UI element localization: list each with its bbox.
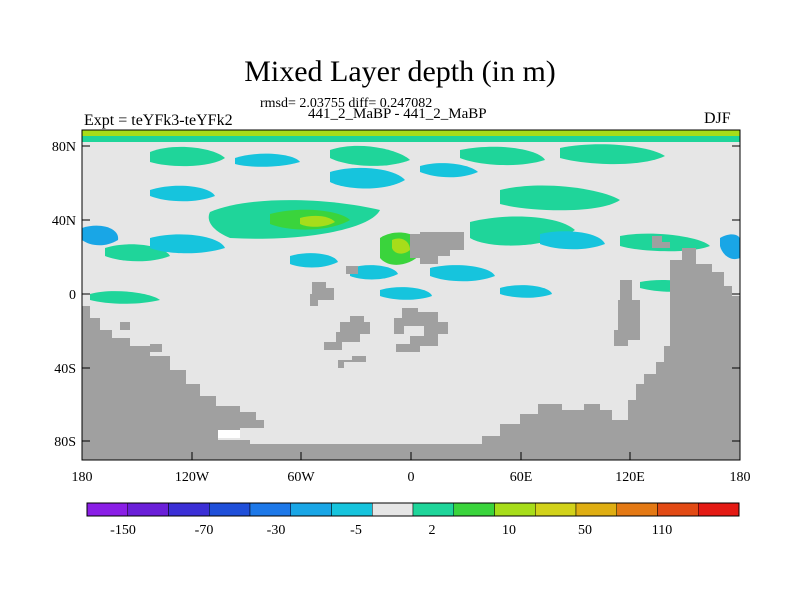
anomaly-area <box>330 167 405 189</box>
anomaly-area <box>150 234 225 254</box>
anomaly-area <box>82 225 119 246</box>
anomaly-area <box>235 153 300 167</box>
anomaly-area <box>500 285 552 298</box>
colorbar-swatch <box>331 502 373 517</box>
lat-label-40s: 40S <box>54 362 76 377</box>
lon-label-120e: 120E <box>615 470 645 485</box>
anomaly-area <box>290 253 338 268</box>
southern-land-mass <box>82 248 740 460</box>
lon-label-180w: 180 <box>72 470 93 485</box>
lat-label-0: 0 <box>69 288 76 303</box>
colorbar-swatch <box>616 502 658 517</box>
colorbar-frame <box>86 502 740 517</box>
anomaly-area <box>150 146 225 167</box>
colorbar: -150 -70 -30 -5 2 10 50 110 <box>86 502 740 538</box>
colorbar-swatch <box>575 502 617 517</box>
lat-label-80s: 80S <box>54 435 76 450</box>
colorbar-swatch <box>698 502 740 517</box>
island-land <box>394 308 448 352</box>
anomaly-area <box>90 291 160 304</box>
colorbar-label: 10 <box>502 523 516 538</box>
colorbar-swatch <box>412 502 454 517</box>
anomaly-area <box>350 265 398 280</box>
land-areas <box>82 232 740 460</box>
lon-label-60e: 60E <box>510 470 533 485</box>
runs-subtitle: 441_2_MaBP - 441_2_MaBP <box>308 106 487 122</box>
ice-shelf <box>218 430 240 438</box>
northern-land-mass <box>410 232 464 264</box>
colorbar-label: 50 <box>578 523 592 538</box>
anomaly-area <box>460 146 545 166</box>
lon-label-180e: 180 <box>730 470 751 485</box>
lat-label-80n: 80N <box>52 140 76 155</box>
island-land <box>150 344 162 352</box>
colorbar-label: -70 <box>195 523 214 538</box>
anomaly-area <box>300 215 335 227</box>
polar-strip <box>82 136 740 142</box>
latitude-axis: 80N 40N 0 40S 80S <box>52 140 740 450</box>
colorbar-label: -150 <box>110 523 136 538</box>
island-land <box>652 236 670 248</box>
anomaly-area <box>720 234 740 260</box>
lon-label-0: 0 <box>408 470 415 485</box>
map-panel <box>81 129 741 461</box>
anomaly-area <box>560 144 665 165</box>
stats-subtitle: rmsd= 2.03755 diff= 0.247082 <box>260 96 433 111</box>
island-land <box>614 280 640 346</box>
anomaly-area <box>420 163 478 178</box>
colorbar-swatch <box>168 502 210 517</box>
colorbar-swatch <box>494 502 536 517</box>
island-land <box>338 356 366 368</box>
lon-label-120w: 120W <box>175 470 210 485</box>
island-land <box>310 282 334 306</box>
colorbar-swatch <box>86 502 128 517</box>
colorbar-swatch <box>535 502 577 517</box>
colorbar-swatch <box>657 502 699 517</box>
colorbar-label: -30 <box>267 523 286 538</box>
experiment-label: Expt = teYFk3-teYFk2 <box>84 112 233 129</box>
longitude-axis: 180 120W 60W 0 60E 120E 180 <box>72 452 751 485</box>
colorbar-label: 110 <box>652 523 672 538</box>
colorbar-swatch <box>290 502 332 517</box>
colorbar-swatch <box>209 502 251 517</box>
colorbar-swatch <box>249 502 291 517</box>
anomaly-area <box>430 265 495 282</box>
island-land <box>120 322 130 330</box>
colorbar-label: -5 <box>350 523 362 538</box>
colorbar-label: 2 <box>429 523 436 538</box>
negative-anomaly-areas <box>82 153 740 300</box>
anomaly-area <box>330 145 410 166</box>
anomaly-area <box>392 238 410 254</box>
polar-strip-high <box>82 130 740 136</box>
colorbar-swatch <box>372 502 414 517</box>
anomaly-area <box>540 231 605 250</box>
anomaly-area <box>500 185 620 211</box>
colorbar-swatch <box>127 502 169 517</box>
anomaly-area <box>150 185 215 202</box>
chart-title: Mixed Layer depth (in m) <box>244 55 556 88</box>
island-land <box>324 316 370 350</box>
season-label: DJF <box>704 110 731 127</box>
island-land <box>346 266 358 274</box>
lon-label-60w: 60W <box>287 470 315 485</box>
lat-label-40n: 40N <box>52 214 76 229</box>
colorbar-swatch <box>453 502 495 517</box>
anomaly-area <box>380 287 432 300</box>
positive-anomaly-areas <box>90 144 710 304</box>
